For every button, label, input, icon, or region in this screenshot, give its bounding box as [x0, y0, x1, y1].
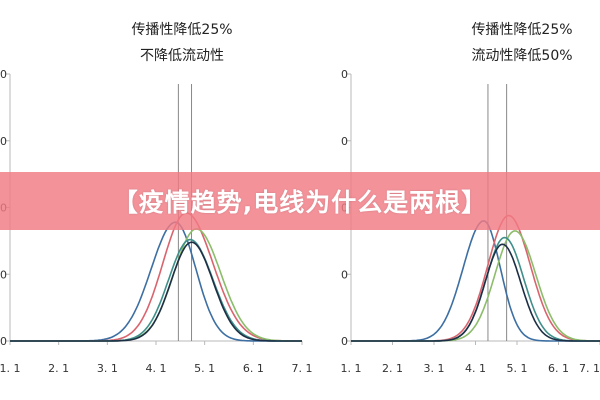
- panel-1-x-tick-label: 5. 1: [194, 362, 215, 375]
- panel-1-series-5-line: [10, 241, 302, 342]
- panel-1-series-2-line: [10, 212, 302, 342]
- panel-2-x-tick-label: 6. 1: [548, 362, 569, 375]
- panel-1-y-tick-label: 0: [0, 335, 7, 348]
- panel-2-x-tick-label: 2. 1: [382, 362, 403, 375]
- panel-2-y-tick-label: 0: [341, 135, 348, 148]
- panel-1-x-tick-label: 2. 1: [48, 362, 69, 375]
- panel-1-y-tick-label: 0: [0, 135, 7, 148]
- panel-2-title-line-1: 传播性降低25%: [471, 22, 572, 38]
- panel-2-y-tick-label: 0: [341, 268, 348, 281]
- panel-2-series-5-line: [351, 243, 600, 342]
- panel-2-title-line-2: 流动性降低50%: [471, 48, 572, 64]
- title-banner: 【疫情趋势,电线为什么是两根】: [0, 172, 600, 230]
- panel-1-y-tick-label: 0: [0, 68, 7, 81]
- banner-text: 【疫情趋势,电线为什么是两根】: [112, 188, 488, 217]
- panel-2-x-tick-label: 5. 1: [507, 362, 528, 375]
- panel-2-series-3-line: [351, 230, 600, 342]
- panel-2-y-tick-label: 0: [341, 68, 348, 81]
- panel-2-x-tick-label: 4. 1: [465, 362, 486, 375]
- panel-1-title-line-1: 传播性降低25%: [131, 22, 232, 38]
- panel-1-x-tick-label: 4. 1: [146, 362, 167, 375]
- panel-2-x-tick-label: 7. 1: [579, 362, 600, 375]
- panel-2-y-tick-label: 0: [341, 335, 348, 348]
- panel-1-x-tick-label: 6. 1: [243, 362, 264, 375]
- panel-1-x-tick-label: 1. 1: [0, 362, 21, 375]
- panel-1-x-tick-label: 3. 1: [97, 362, 118, 375]
- panel-2-x-tick-label: 3. 1: [424, 362, 445, 375]
- panel-2-series-1-line: [351, 220, 600, 342]
- panel-2-x-tick-label: 1. 1: [341, 362, 362, 375]
- panel-1-series-1-line: [10, 221, 302, 342]
- panel-1-title-line-2: 不降低流动性: [140, 48, 224, 64]
- panel-2-series-2-line: [351, 214, 600, 342]
- panel-1-y-tick-label: 0: [0, 268, 7, 281]
- panel-1-x-tick-label: 7. 1: [292, 362, 313, 375]
